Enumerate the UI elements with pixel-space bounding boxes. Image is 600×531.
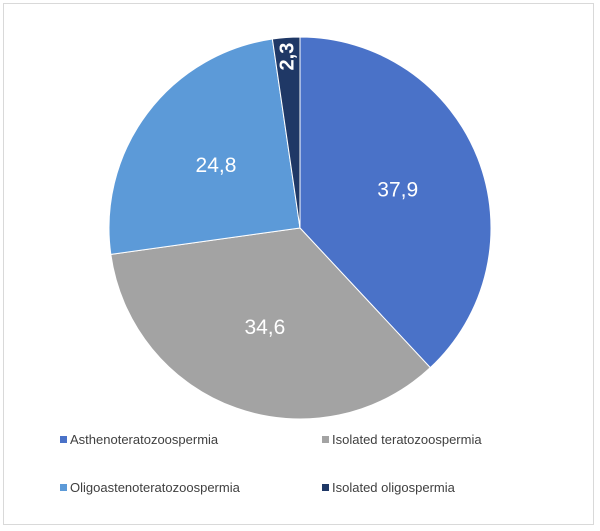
legend-item-oligoastenoteratozoospermia: Oligoastenoteratozoospermia <box>60 480 322 495</box>
legend-swatch <box>322 484 329 491</box>
pie-slices <box>108 36 492 420</box>
legend-item-isolated-oligospermia: Isolated oligospermia <box>322 480 560 495</box>
pie-data-label: 34,6 <box>244 316 285 339</box>
legend-item-isolated-teratozoospermia: Isolated teratozoospermia <box>322 432 560 447</box>
legend-swatch <box>60 484 67 491</box>
legend-label: Isolated oligospermia <box>332 480 455 495</box>
pie-slice-oligoastenoteratozoospermia <box>108 38 301 255</box>
pie-data-label: 37,9 <box>377 178 418 201</box>
pie-data-labels: 37,9 34,6 24,8 2,3 <box>196 43 419 339</box>
chart-legend: Asthenoteratozoospermia Isolated teratoz… <box>60 432 560 495</box>
legend-swatch <box>60 436 67 443</box>
pie-data-label: 24,8 <box>196 154 237 177</box>
pie-slice-isolated-oligospermia <box>271 36 301 229</box>
legend-swatch <box>322 436 329 443</box>
legend-label: Oligoastenoteratozoospermia <box>70 480 240 495</box>
pie-slice-isolated-teratozoospermia <box>110 227 431 420</box>
legend-item-asthenoteratozoospermia: Asthenoteratozoospermia <box>60 432 322 447</box>
legend-label: Isolated teratozoospermia <box>332 432 482 447</box>
pie-slice-asthenoteratozoospermia <box>299 36 492 369</box>
pie-data-label: 2,3 <box>277 43 299 71</box>
legend-label: Asthenoteratozoospermia <box>70 432 219 447</box>
